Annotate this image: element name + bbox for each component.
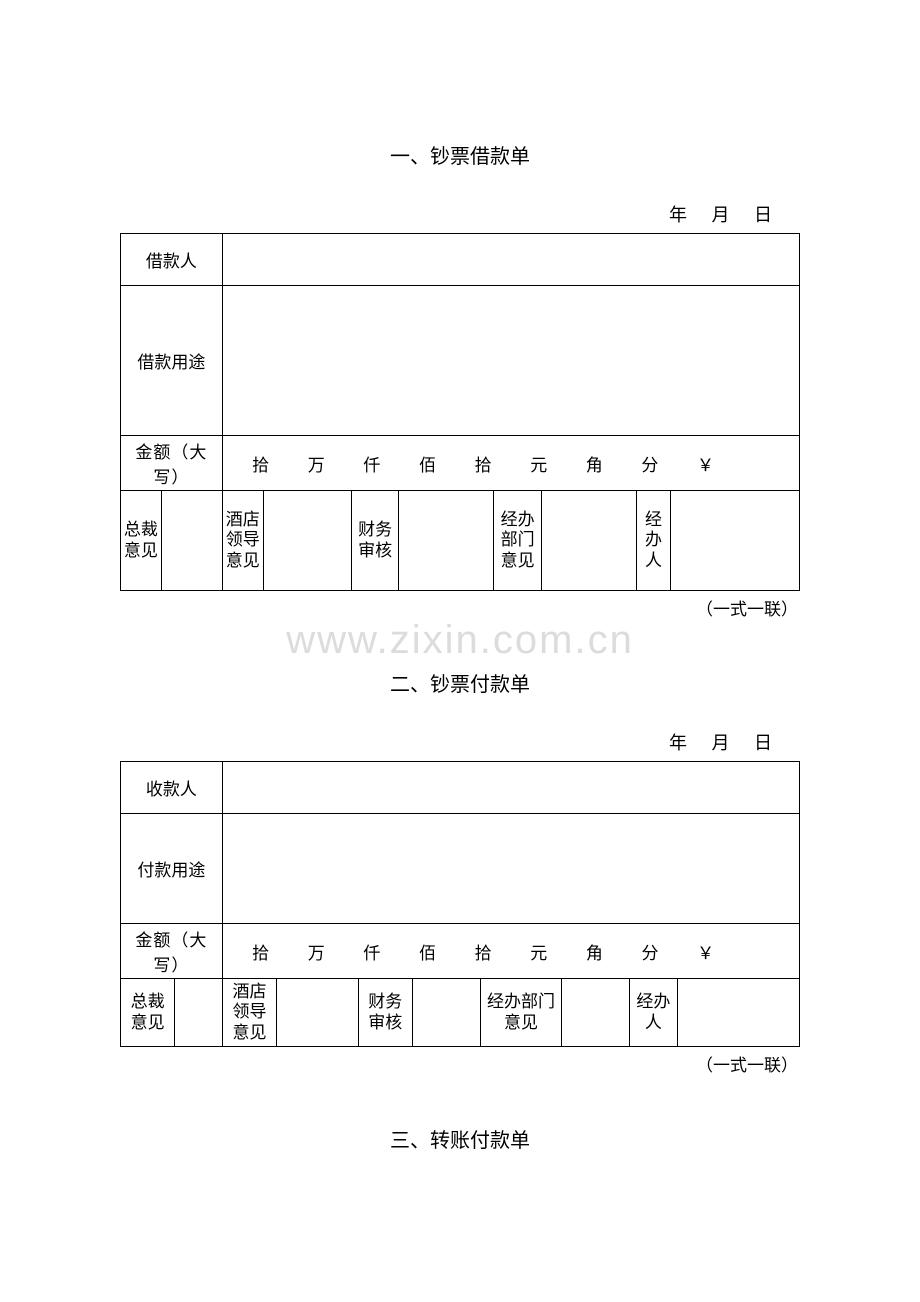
unit-blank: [733, 451, 789, 476]
amount-label: 金额（大写）: [121, 436, 223, 491]
borrower-value: [222, 234, 799, 286]
sig3-label-2: 财务审核: [358, 979, 412, 1047]
payee-value: [222, 762, 799, 814]
date-day-2: 日: [754, 733, 774, 753]
sig1-label: 总裁意见: [121, 491, 162, 591]
sig5-value-2: [677, 979, 799, 1047]
payee-label: 收款人: [121, 762, 223, 814]
sig3-value-2: [412, 979, 480, 1047]
sig2-label-2: 酒店领导意见: [222, 979, 276, 1047]
section2-date: 年 月 日: [120, 729, 800, 755]
section3-title: 三、转账付款单: [120, 1124, 800, 1153]
unit-2: 仟: [344, 451, 400, 476]
unit-3: 佰: [400, 451, 456, 476]
sig2-label: 酒店领导意见: [222, 491, 263, 591]
unit-1: 万: [288, 451, 344, 476]
date-day: 日: [754, 205, 774, 225]
sig5-label: 经办人: [636, 491, 670, 591]
unit2-8: ￥: [678, 939, 734, 964]
section2-note: （一式一联）: [120, 1051, 800, 1076]
unit2-7: 分: [622, 939, 678, 964]
purpose-label: 借款用途: [121, 286, 223, 436]
sig4-value: [541, 491, 636, 591]
pay-purpose-value: [222, 814, 799, 924]
sig3-value: [399, 491, 494, 591]
unit-6: 角: [567, 451, 623, 476]
unit-4: 拾: [455, 451, 511, 476]
section1-note: （一式一联）: [120, 595, 800, 620]
unit2-blank: [733, 939, 789, 964]
section1-table: 借款人 借款用途 金额（大写） 拾 万 仟 佰 拾 元 角 分 ￥: [120, 233, 800, 591]
date-year-2: 年: [669, 733, 689, 753]
date-month: 月: [712, 205, 732, 225]
sig4-label: 经办部门意见: [494, 491, 542, 591]
section2-title: 二、钞票付款单: [120, 668, 800, 697]
amount-units-cell: 拾 万 仟 佰 拾 元 角 分 ￥: [222, 436, 799, 491]
unit2-6: 角: [567, 939, 623, 964]
date-year: 年: [669, 205, 689, 225]
sig4-value-2: [562, 979, 630, 1047]
sig2-value-2: [277, 979, 358, 1047]
section2-table: 收款人 付款用途 金额（大写） 拾 万 仟 佰 拾 元 角 分 ￥: [120, 761, 800, 1047]
purpose-value: [222, 286, 799, 436]
unit2-1: 万: [288, 939, 344, 964]
sig1-value: [161, 491, 222, 591]
sig2-value: [263, 491, 351, 591]
borrower-label: 借款人: [121, 234, 223, 286]
amount-label-2: 金额（大写）: [121, 924, 223, 979]
unit2-0: 拾: [233, 939, 289, 964]
amount-units-cell-2: 拾 万 仟 佰 拾 元 角 分 ￥: [222, 924, 799, 979]
unit-0: 拾: [233, 451, 289, 476]
unit2-3: 佰: [400, 939, 456, 964]
pay-purpose-label: 付款用途: [121, 814, 223, 924]
section1-title: 一、钞票借款单: [120, 140, 800, 169]
date-month-2: 月: [712, 733, 732, 753]
unit2-2: 仟: [344, 939, 400, 964]
sig4-label-2: 经办部门 意见: [480, 979, 561, 1047]
sig3-label: 财务审核: [351, 491, 399, 591]
unit-7: 分: [622, 451, 678, 476]
unit2-4: 拾: [455, 939, 511, 964]
page-content: 一、钞票借款单 年 月 日 借款人 借款用途 金额（大写） 拾 万: [0, 0, 920, 1153]
sig1-label-2: 总裁意见: [121, 979, 175, 1047]
sig1-value-2: [175, 979, 223, 1047]
unit-5: 元: [511, 451, 567, 476]
section1-date: 年 月 日: [120, 201, 800, 227]
unit2-5: 元: [511, 939, 567, 964]
sig5-value: [670, 491, 799, 591]
sig5-label-2: 经办人: [630, 979, 678, 1047]
unit-8: ￥: [678, 451, 734, 476]
